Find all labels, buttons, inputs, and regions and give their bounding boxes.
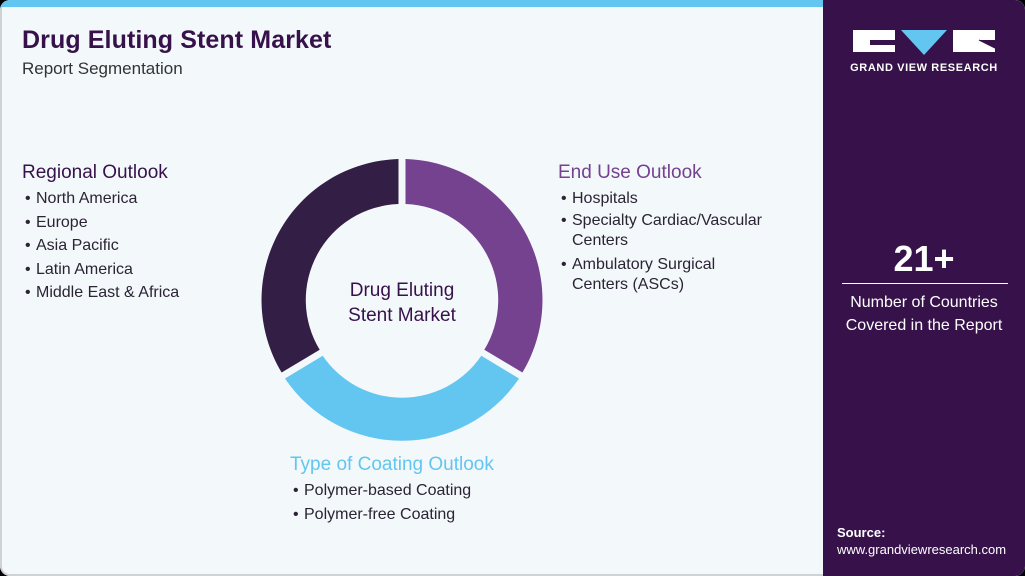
donut-center-label: Drug Eluting Stent Market	[322, 278, 482, 328]
logo-text: GRAND VIEW RESEARCH	[850, 62, 998, 74]
end-use-outlook-list: Hospitals Specialty Cardiac/Vascular Cen…	[558, 187, 818, 295]
grand-view-research-logo-icon	[853, 30, 995, 55]
source-url-link[interactable]: www.grandviewresearch.com	[837, 542, 1007, 557]
countries-stat-label: Number of Countries Covered in the Repor…	[823, 291, 1025, 337]
stat-label-line2: Covered in the Report	[845, 317, 1003, 334]
donut-slice-regional	[261, 159, 399, 373]
coating-outlook-heading: Type of Coating Outlook	[290, 454, 494, 475]
end-use-outlook-section: End Use Outlook Hospitals Specialty Card…	[558, 162, 818, 299]
donut-center-line2: Stent Market	[348, 305, 456, 326]
donut-center-line1: Drug Eluting	[349, 280, 455, 301]
list-item: Europe	[22, 211, 179, 235]
list-item: Middle East & Africa	[22, 281, 179, 305]
end-use-outlook-heading: End Use Outlook	[558, 162, 702, 183]
list-item: Polymer-based Coating	[290, 479, 494, 503]
donut-slice-coating	[285, 355, 519, 441]
list-item: Hospitals	[558, 187, 818, 211]
page-title: Drug Eluting Stent Market	[22, 26, 332, 54]
page-subtitle: Report Segmentation	[22, 59, 183, 78]
list-item: Specialty Cardiac/Vascular Centers	[558, 211, 802, 251]
regional-outlook-heading: Regional Outlook	[22, 162, 168, 183]
brand-sidebar: GRAND VIEW RESEARCH 21+ Number of Countr…	[823, 0, 1025, 576]
coating-outlook-list: Polymer-based Coating Polymer-free Coati…	[290, 479, 494, 526]
list-item: Latin America	[22, 258, 179, 282]
source-label: Source:	[837, 525, 886, 540]
list-item: Asia Pacific	[22, 234, 179, 258]
list-item: North America	[22, 187, 179, 211]
donut-slice-end-use	[405, 159, 543, 373]
stat-divider	[842, 283, 1008, 284]
regional-outlook-list: North America Europe Asia Pacific Latin …	[22, 187, 179, 305]
top-accent-bar	[0, 0, 823, 7]
segmentation-donut-chart	[261, 159, 543, 441]
coating-outlook-section: Type of Coating Outlook Polymer-based Co…	[290, 454, 494, 526]
stat-label-line1: Number of Countries	[850, 294, 998, 311]
list-item: Polymer-free Coating	[290, 503, 494, 527]
list-item: Ambulatory Surgical Centers (ASCs)	[558, 255, 742, 295]
regional-outlook-section: Regional Outlook North America Europe As…	[22, 162, 179, 305]
countries-stat-number: 21+	[893, 238, 955, 279]
